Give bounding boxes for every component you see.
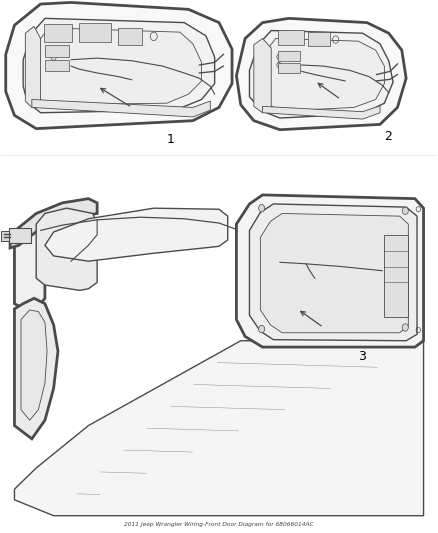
FancyBboxPatch shape [44, 24, 72, 42]
Text: 3: 3 [358, 350, 366, 363]
Bar [308, 32, 330, 46]
Bar [278, 63, 300, 73]
Bar [278, 30, 304, 45]
Polygon shape [14, 298, 58, 439]
Bar [278, 51, 300, 61]
FancyBboxPatch shape [9, 228, 31, 243]
Polygon shape [45, 208, 228, 261]
Polygon shape [237, 18, 406, 130]
Text: 2: 2 [385, 130, 392, 143]
Circle shape [402, 324, 408, 331]
Polygon shape [14, 341, 424, 516]
Circle shape [258, 325, 265, 333]
Polygon shape [36, 208, 97, 290]
Text: 2011 Jeep Wrangler Wiring-Front Door Diagram for 68066014AC: 2011 Jeep Wrangler Wiring-Front Door Dia… [124, 522, 314, 527]
Polygon shape [14, 229, 45, 310]
Polygon shape [258, 38, 385, 111]
Polygon shape [6, 3, 232, 128]
Bar [1, 231, 9, 240]
Polygon shape [254, 38, 271, 113]
Polygon shape [10, 199, 97, 248]
FancyBboxPatch shape [79, 23, 111, 42]
Bar [385, 235, 408, 317]
FancyBboxPatch shape [118, 28, 141, 45]
Polygon shape [250, 30, 393, 118]
Circle shape [402, 207, 408, 215]
Polygon shape [32, 100, 210, 117]
Polygon shape [260, 214, 408, 333]
Polygon shape [21, 310, 47, 420]
Polygon shape [25, 26, 41, 108]
Text: 1: 1 [167, 133, 175, 146]
Polygon shape [262, 106, 380, 119]
Polygon shape [23, 18, 215, 113]
Polygon shape [32, 28, 201, 105]
Bar [45, 45, 69, 57]
Polygon shape [237, 195, 424, 347]
Circle shape [258, 205, 265, 212]
Polygon shape [250, 204, 417, 341]
Bar [45, 60, 69, 71]
